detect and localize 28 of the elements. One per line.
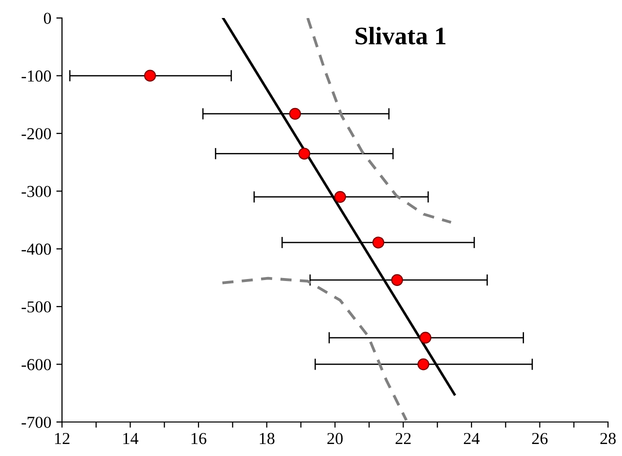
point [298, 148, 310, 160]
y-tick-label: -300 [22, 186, 51, 198]
line-series [221, 276, 408, 422]
x-tick-label: 26 [532, 432, 548, 444]
y-tick-label: -200 [22, 128, 51, 140]
x-tick-label: 22 [396, 432, 411, 444]
y-tick-label: -600 [22, 358, 51, 370]
line-series [306, 18, 452, 224]
point [144, 70, 156, 82]
x-tick-label: 18 [260, 432, 274, 444]
x-tick-label: 24 [464, 432, 480, 444]
y-tick-label: -400 [22, 244, 51, 255]
point [334, 190, 346, 203]
y-tick-label: -700 [22, 416, 51, 428]
point [391, 274, 404, 286]
x-tick-label: 16 [192, 432, 206, 444]
point [372, 236, 384, 248]
y-tick-label: -100 [22, 70, 51, 82]
x-tick-label: 28 [600, 432, 616, 444]
x-tick-label: 14 [123, 432, 138, 444]
x-tick-label: 12 [55, 432, 70, 444]
point [289, 108, 302, 120]
chart-title: Slivata 1 [356, 26, 446, 44]
point [419, 332, 432, 344]
y-tick-label: -500 [22, 301, 51, 313]
y-tick-label: 0 [44, 12, 51, 24]
point [417, 358, 430, 370]
x-tick-label: 20 [327, 432, 343, 444]
